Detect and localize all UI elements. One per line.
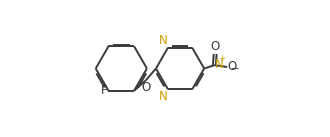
Text: N: N [215,58,224,71]
Text: F: F [101,84,107,97]
Text: N: N [158,90,167,103]
Text: N: N [158,34,167,47]
Text: O: O [211,40,220,53]
Text: O: O [141,81,150,94]
Text: +: + [218,54,225,63]
Text: O: O [228,60,237,73]
Text: −: − [230,64,239,73]
